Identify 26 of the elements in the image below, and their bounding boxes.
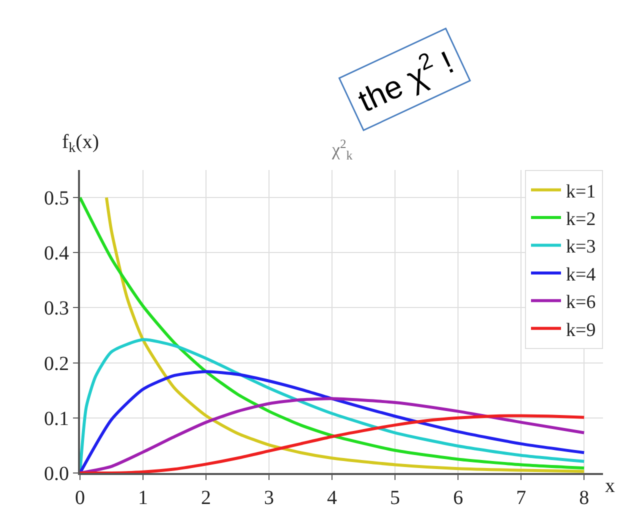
line-series <box>80 370 586 473</box>
y-axis-title: f$_{k}$(x) <box>62 131 99 156</box>
y-tick-label: 0.0 <box>44 463 69 485</box>
legend-label: k=4 <box>566 264 596 286</box>
line-series <box>80 397 586 473</box>
x-axis-title: x <box>605 475 615 497</box>
x-tick-label: 7 <box>516 487 526 509</box>
x-tick-label: 0 <box>75 487 85 509</box>
x-tick-label: 5 <box>390 487 400 509</box>
y-tick-label: 0.2 <box>44 352 69 375</box>
y-tick-label: 0.3 <box>44 298 69 320</box>
x-tick-label: 2 <box>201 487 212 509</box>
legend-label: k=3 <box>566 236 596 258</box>
x-tick-label: 4 <box>327 487 338 509</box>
y-tick-label: 0.4 <box>44 242 69 265</box>
legend-label: k=9 <box>566 320 596 341</box>
x-tick-label: 1 <box>138 487 148 509</box>
line-series <box>80 414 586 473</box>
legend-label: k=6 <box>566 292 596 314</box>
y-tick-label: 0.1 <box>44 408 69 430</box>
legend-label: k=1 <box>566 181 596 202</box>
y-tick-label: 0.5 <box>44 188 69 210</box>
x-tick-label: 3 <box>264 487 274 509</box>
x-tick-label: 8 <box>579 487 590 509</box>
legend-label: k=2 <box>566 208 596 230</box>
x-tick-label: 6 <box>453 487 464 509</box>
